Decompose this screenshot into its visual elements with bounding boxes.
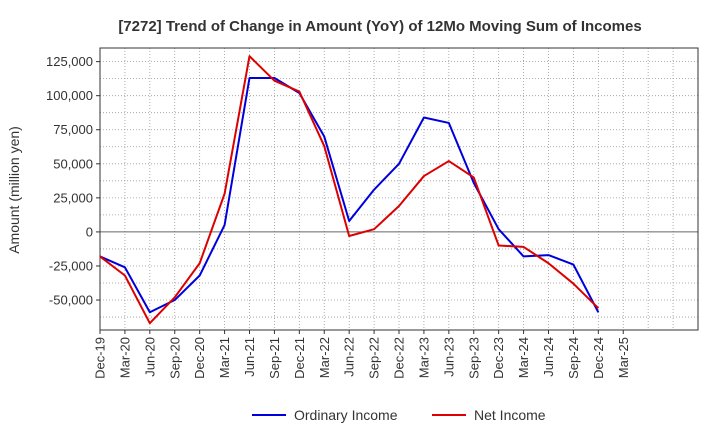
x-tick-label: Jun-22 — [342, 337, 357, 377]
legend-label: Net Income — [474, 407, 546, 423]
chart-title: [7272] Trend of Change in Amount (YoY) o… — [118, 18, 641, 35]
x-tick-label: Dec-21 — [292, 337, 307, 379]
y-tick-label: 25,000 — [53, 190, 93, 205]
x-tick-label: Mar-20 — [117, 337, 132, 378]
y-tick-label: -50,000 — [49, 293, 93, 308]
x-tick-label: Dec-24 — [591, 337, 606, 379]
y-tick-label: 50,000 — [53, 156, 93, 171]
x-tick-label: Dec-22 — [392, 337, 407, 379]
x-tick-label: Mar-24 — [516, 337, 531, 378]
x-tick-label: Dec-20 — [192, 337, 207, 379]
x-tick-label: Sep-21 — [267, 337, 282, 379]
y-tick-label: -25,000 — [49, 258, 93, 273]
legend: Ordinary Income Net Income — [252, 407, 546, 423]
y-tick-label: 125,000 — [46, 54, 93, 69]
x-tick-label: Jun-21 — [242, 337, 257, 377]
x-tick-label: Dec-23 — [491, 337, 506, 379]
legend-label: Ordinary Income — [294, 407, 398, 423]
x-tick-label: Sep-20 — [167, 337, 182, 379]
x-tick-label: Jun-24 — [541, 337, 556, 377]
series-layer — [99, 55, 600, 325]
x-tick-label: Mar-23 — [416, 337, 431, 378]
y-tick-label: 0 — [86, 224, 93, 239]
y-tick-label: 75,000 — [53, 122, 93, 137]
y-axis: 125,000 100,000 75,000 50,000 25,000 0 -25,000… — [46, 54, 100, 308]
x-tick-label: Sep-23 — [466, 337, 481, 379]
x-tick-label: Sep-22 — [367, 337, 382, 379]
series-line-net-income — [99, 55, 600, 325]
x-tick-label: Mar-22 — [317, 337, 332, 378]
x-tick-label: Mar-21 — [217, 337, 232, 378]
y-tick-label: 100,000 — [46, 88, 93, 103]
y-axis-label: Amount (million yen) — [6, 126, 22, 254]
x-tick-label: Sep-24 — [566, 337, 581, 379]
x-tick-label: Dec-19 — [93, 337, 108, 379]
x-tick-label: Mar-25 — [616, 337, 631, 378]
x-tick-label: Jun-23 — [441, 337, 456, 377]
x-tick-label: Jun-20 — [142, 337, 157, 377]
grid — [100, 48, 698, 330]
x-axis: Dec-19 Mar-20 Jun-20 Sep-20 Dec-20 Mar-21 Jun-… — [93, 330, 631, 379]
